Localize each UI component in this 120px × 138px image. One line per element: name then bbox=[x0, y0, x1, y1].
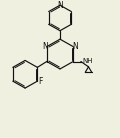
Text: N: N bbox=[72, 42, 78, 51]
Text: N: N bbox=[57, 1, 63, 10]
Text: N: N bbox=[42, 42, 48, 51]
Text: NH: NH bbox=[82, 58, 93, 64]
Text: F: F bbox=[39, 77, 43, 86]
